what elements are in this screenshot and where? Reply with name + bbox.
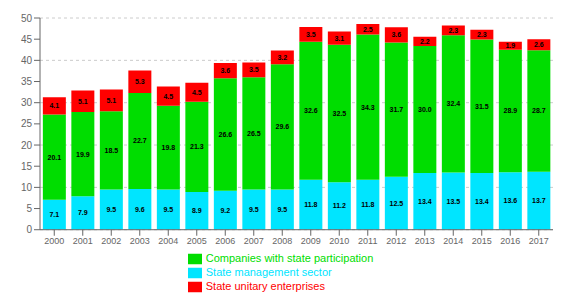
svg-text:21.3: 21.3 <box>190 143 204 150</box>
svg-text:9.5: 9.5 <box>163 206 173 213</box>
svg-text:2003: 2003 <box>130 236 150 246</box>
svg-text:9.2: 9.2 <box>220 207 230 214</box>
svg-text:7.1: 7.1 <box>49 211 59 218</box>
svg-text:2005: 2005 <box>187 236 207 246</box>
svg-text:5.1: 5.1 <box>106 97 116 104</box>
svg-text:19.9: 19.9 <box>76 151 90 158</box>
svg-text:11.8: 11.8 <box>304 201 317 208</box>
svg-text:2006: 2006 <box>215 236 235 246</box>
svg-text:5.3: 5.3 <box>135 78 145 85</box>
svg-text:2.6: 2.6 <box>534 41 544 48</box>
svg-text:45: 45 <box>21 34 33 45</box>
svg-text:50: 50 <box>21 13 33 24</box>
svg-text:7.9: 7.9 <box>78 209 88 216</box>
svg-text:10: 10 <box>21 182 33 193</box>
svg-text:2004: 2004 <box>158 236 178 246</box>
svg-text:2001: 2001 <box>73 236 93 246</box>
svg-text:31.5: 31.5 <box>475 103 489 110</box>
svg-text:2007: 2007 <box>244 236 264 246</box>
svg-text:30: 30 <box>21 97 33 108</box>
svg-text:28.9: 28.9 <box>504 107 518 114</box>
svg-text:2008: 2008 <box>272 236 292 246</box>
svg-text:2011: 2011 <box>358 236 377 246</box>
svg-text:25: 25 <box>21 118 33 129</box>
svg-text:13.6: 13.6 <box>504 197 518 204</box>
svg-text:4.5: 4.5 <box>163 93 173 100</box>
svg-text:13.7: 13.7 <box>532 197 546 204</box>
svg-text:3.5: 3.5 <box>249 66 259 73</box>
svg-text:12.5: 12.5 <box>390 200 404 207</box>
svg-text:9.5: 9.5 <box>249 206 259 213</box>
svg-text:2009: 2009 <box>301 236 321 246</box>
svg-text:32.6: 32.6 <box>304 107 318 114</box>
html-text:Companies with state participa: Companies with state participation <box>205 251 374 264</box>
html-text:State management sector: State management sector <box>205 265 332 278</box>
svg-text:29.6: 29.6 <box>276 123 290 130</box>
svg-text:9.5: 9.5 <box>277 206 287 213</box>
svg-text:28.7: 28.7 <box>532 107 546 114</box>
svg-text:9.5: 9.5 <box>106 206 116 213</box>
svg-text:13.4: 13.4 <box>418 198 432 205</box>
svg-text:2000: 2000 <box>44 236 64 246</box>
svg-text:32.4: 32.4 <box>447 100 461 107</box>
svg-text:5.1: 5.1 <box>78 98 88 105</box>
svg-text:26.6: 26.6 <box>219 131 233 138</box>
svg-text:4.5: 4.5 <box>192 89 202 96</box>
svg-text:34.3: 34.3 <box>361 104 375 111</box>
svg-text:18.5: 18.5 <box>105 147 119 154</box>
svg-text:1.9: 1.9 <box>505 42 515 49</box>
svg-text:3.6: 3.6 <box>220 67 230 74</box>
svg-text:35: 35 <box>21 76 33 87</box>
svg-text:2013: 2013 <box>415 236 435 246</box>
svg-text:11.2: 11.2 <box>333 202 346 209</box>
svg-text:8.9: 8.9 <box>192 207 202 214</box>
svg-text:2015: 2015 <box>472 236 492 246</box>
svg-text:3.5: 3.5 <box>306 31 316 38</box>
svg-text:2.3: 2.3 <box>477 31 487 38</box>
svg-text:2.3: 2.3 <box>448 27 458 34</box>
svg-text:2017: 2017 <box>529 236 549 246</box>
svg-text:20: 20 <box>21 140 33 151</box>
svg-text:2002: 2002 <box>101 236 121 246</box>
svg-text:30.0: 30.0 <box>418 106 432 113</box>
svg-text:9.6: 9.6 <box>135 206 145 213</box>
svg-text:40: 40 <box>21 55 33 66</box>
svg-text:22.7: 22.7 <box>133 137 147 144</box>
svg-text:2.5: 2.5 <box>363 26 373 33</box>
svg-text:2.2: 2.2 <box>420 38 430 45</box>
svg-text:4.1: 4.1 <box>49 102 59 109</box>
svg-text:2012: 2012 <box>386 236 406 246</box>
svg-text:13.5: 13.5 <box>447 198 461 205</box>
svg-text:20.1: 20.1 <box>48 154 62 161</box>
svg-text:0: 0 <box>26 224 32 235</box>
svg-text:3.2: 3.2 <box>277 54 287 61</box>
html-text:State unitary enterprises: State unitary enterprises <box>205 279 325 292</box>
svg-text:26.5: 26.5 <box>247 130 261 137</box>
svg-text:2010: 2010 <box>329 236 349 246</box>
svg-text:3.6: 3.6 <box>391 31 401 38</box>
svg-text:11.8: 11.8 <box>361 201 374 208</box>
svg-text:31.7: 31.7 <box>390 106 404 113</box>
svg-text:3.1: 3.1 <box>334 35 344 42</box>
svg-text:2014: 2014 <box>443 236 463 246</box>
svg-text:32.5: 32.5 <box>333 110 347 117</box>
svg-text:2016: 2016 <box>500 236 520 246</box>
svg-text:13.4: 13.4 <box>475 198 489 205</box>
svg-text:19.8: 19.8 <box>162 144 176 151</box>
svg-text:15: 15 <box>21 161 33 172</box>
svg-text:5: 5 <box>26 203 32 214</box>
